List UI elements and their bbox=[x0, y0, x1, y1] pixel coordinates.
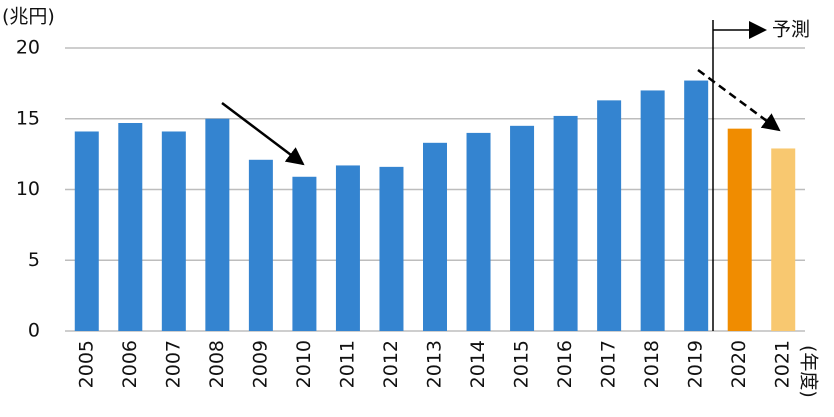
x-tick-label: 2016 bbox=[554, 340, 576, 388]
x-tick-label: 2019 bbox=[685, 340, 707, 388]
trend-arrow bbox=[221, 102, 305, 166]
bar bbox=[640, 90, 665, 331]
y-tick-label: 15 bbox=[16, 107, 40, 129]
x-tick-label: 2017 bbox=[598, 340, 620, 388]
bar bbox=[335, 165, 360, 331]
bar bbox=[118, 122, 143, 332]
y-tick-label: 20 bbox=[16, 37, 40, 59]
bar bbox=[771, 148, 796, 331]
y-tick-label: 10 bbox=[16, 178, 40, 200]
bar bbox=[553, 115, 578, 331]
bar bbox=[466, 132, 491, 331]
x-tick-label: 2007 bbox=[162, 340, 184, 388]
x-tick-label: 2015 bbox=[511, 340, 533, 388]
bar bbox=[379, 166, 404, 331]
x-tick-label: 2008 bbox=[206, 340, 228, 388]
forecast-label: 予測 bbox=[772, 19, 810, 41]
bar bbox=[597, 100, 622, 331]
bar bbox=[727, 128, 752, 331]
x-tick-label: 2010 bbox=[293, 340, 315, 388]
bar bbox=[510, 125, 535, 331]
bar bbox=[292, 176, 317, 331]
y-unit: (兆円) bbox=[2, 6, 55, 28]
x-tick-label: 2005 bbox=[75, 340, 97, 388]
x-tick-label: 2020 bbox=[728, 340, 750, 388]
x-tick-label: 2014 bbox=[467, 340, 489, 388]
x-tick-label: 2006 bbox=[119, 340, 141, 388]
y-tick-label: 0 bbox=[28, 320, 40, 342]
bar bbox=[205, 118, 230, 331]
y-tick-label: 5 bbox=[28, 249, 40, 271]
bar bbox=[248, 159, 273, 331]
x-tick-label: 2018 bbox=[641, 340, 663, 388]
x-tick-label: 2021 bbox=[772, 340, 794, 388]
bar bbox=[684, 80, 709, 331]
x-tick-label: 2013 bbox=[424, 340, 446, 388]
bar bbox=[423, 142, 447, 331]
x-tick-label: 2011 bbox=[336, 340, 358, 388]
x-unit: (年度) bbox=[798, 345, 820, 398]
x-tick-label: 2009 bbox=[249, 340, 271, 388]
bar bbox=[74, 131, 99, 331]
bar bbox=[161, 131, 186, 331]
x-tick-label: 2012 bbox=[380, 340, 402, 388]
forecast-trend-arrow bbox=[697, 68, 781, 132]
